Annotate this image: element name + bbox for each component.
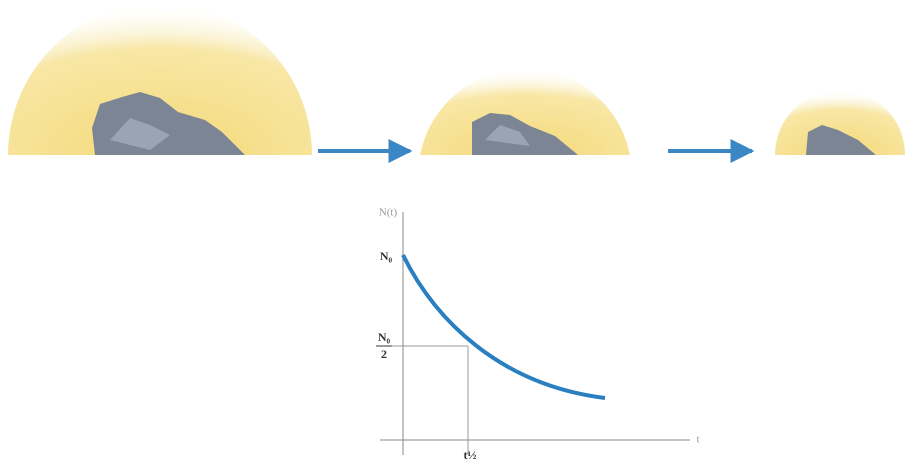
- sample-small: [775, 90, 905, 155]
- half-numerator: N₀: [378, 330, 391, 344]
- decay-curve: [401, 254, 606, 400]
- sample-large: [8, 3, 312, 155]
- half-denominator: 2: [381, 347, 387, 361]
- x-axis-label: t: [696, 434, 699, 446]
- half-life-label: t½: [464, 448, 477, 462]
- y-axis-label: N(t): [379, 207, 398, 219]
- graph: N(t) t N₀ N₀ 2 t½: [376, 207, 700, 462]
- sample-medium: [420, 68, 630, 155]
- initial-label: N₀: [380, 249, 393, 263]
